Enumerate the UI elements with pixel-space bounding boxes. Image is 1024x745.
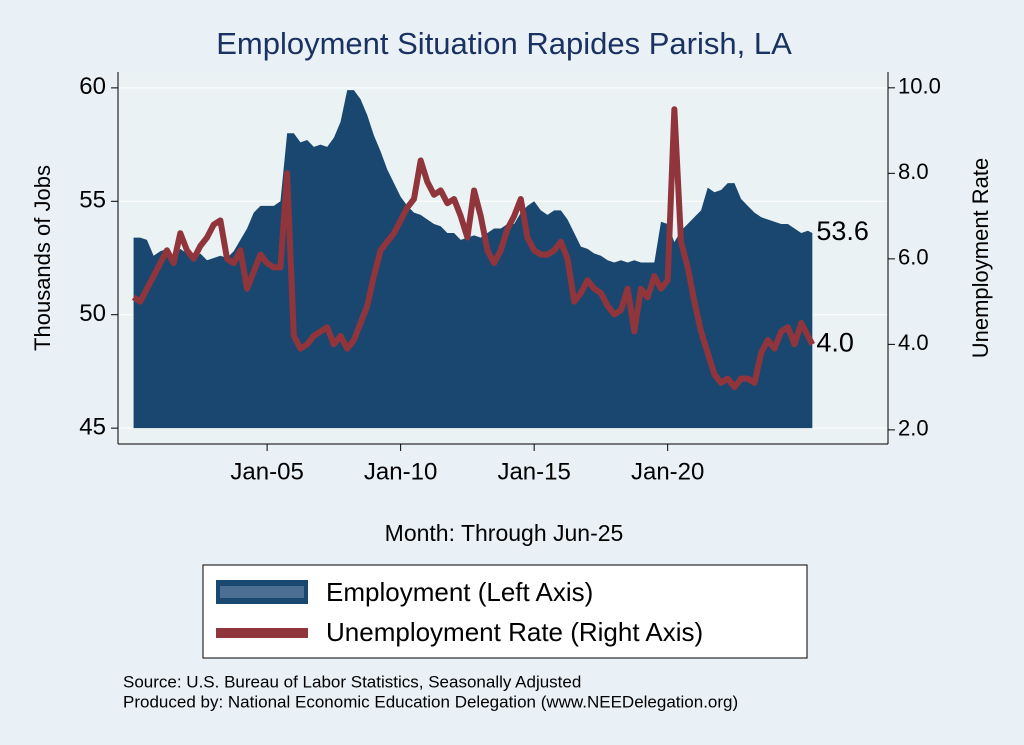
end-label: 4.0 (816, 327, 854, 357)
y-tick-label: 55 (79, 187, 106, 214)
source-note: Source: U.S. Bureau of Labor Statistics,… (123, 672, 581, 691)
y-axis-title: Thousands of Jobs (30, 165, 55, 351)
y-tick-label: 50 (79, 300, 106, 327)
y2-tick-label: 2.0 (898, 416, 929, 441)
legend-label: Unemployment Rate (Right Axis) (326, 617, 703, 647)
x-tick-label: Jan-10 (364, 458, 437, 485)
legend-label: Employment (Left Axis) (326, 577, 593, 607)
producer-note: Produced by: National Economic Education… (123, 692, 738, 711)
y2-axis-title: Unemployment Rate (968, 158, 993, 359)
x-tick-label: Jan-20 (631, 458, 704, 485)
y2-tick-label: 10.0 (898, 74, 941, 99)
y2-tick-label: 6.0 (898, 245, 929, 270)
y-tick-label: 60 (79, 73, 106, 100)
chart-title: Employment Situation Rapides Parish, LA (216, 26, 792, 61)
unemployment-line (131, 106, 815, 391)
x-axis-title: Month: Through Jun-25 (385, 520, 624, 546)
y2-tick-label: 8.0 (898, 159, 929, 184)
x-tick-label: Jan-15 (497, 458, 570, 485)
y2-tick-label: 4.0 (898, 330, 929, 355)
x-tick-label: Jan-05 (230, 458, 303, 485)
y-tick-label: 45 (79, 413, 106, 440)
legend-swatch-inner (220, 586, 304, 598)
end-label: 53.6 (816, 216, 869, 246)
